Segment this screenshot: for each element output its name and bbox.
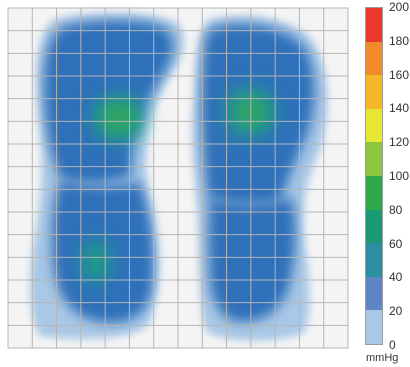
left-forefoot-core: [105, 106, 131, 130]
colorbar-tick-label: 120: [389, 135, 410, 150]
colorbar-segment: [366, 175, 382, 210]
colorbar-tick-label: 200: [389, 0, 410, 14]
colorbar-segment: [366, 108, 382, 143]
colorbar-tick-label: 20: [389, 304, 403, 319]
colorbar-unit-label: mmHg: [366, 352, 399, 364]
colorbar-tick-label: 100: [389, 169, 410, 183]
colorbar-tick-label: 60: [389, 236, 403, 251]
colorbar-segment: [366, 142, 382, 176]
colorbar-segment: [366, 75, 382, 109]
colorbar-tick-label: 140: [389, 101, 410, 116]
right-foot-midfoot-region: [208, 198, 296, 322]
map-frame: [7, 7, 349, 349]
map-grid: [8, 8, 348, 348]
pressure-colorbar: [365, 7, 383, 345]
colorbar-segment: [366, 276, 382, 311]
colorbar-tick-label: 160: [389, 67, 410, 82]
colorbar-segment: [366, 209, 382, 244]
left-heel-peak: [82, 240, 110, 284]
colorbar-tick-label: 40: [389, 270, 403, 285]
colorbar-segment: [366, 243, 382, 277]
colorbar-tick-label: 180: [389, 33, 410, 48]
right-forefoot-core: [238, 101, 262, 123]
colorbar-tick-label: 0: [389, 338, 396, 352]
foot-pressure-map: [7, 7, 349, 349]
colorbar-tick-label: 80: [389, 202, 403, 217]
colorbar-segment: [366, 41, 382, 76]
colorbar-segment: [366, 8, 382, 42]
colorbar-segment: [366, 310, 382, 344]
